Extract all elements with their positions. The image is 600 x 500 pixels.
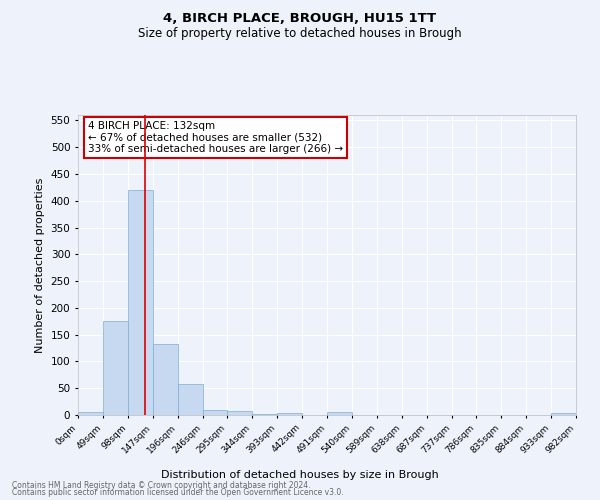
Text: Distribution of detached houses by size in Brough: Distribution of detached houses by size …	[161, 470, 439, 480]
Bar	[152, 344, 178, 415]
Bar	[103, 322, 128, 415]
Bar	[178, 384, 203, 415]
Bar	[277, 413, 302, 415]
Bar	[78, 412, 103, 415]
Text: 4, BIRCH PLACE, BROUGH, HU15 1TT: 4, BIRCH PLACE, BROUGH, HU15 1TT	[163, 12, 437, 26]
Bar	[327, 412, 352, 415]
Text: Size of property relative to detached houses in Brough: Size of property relative to detached ho…	[138, 28, 462, 40]
Bar	[227, 410, 253, 415]
Bar	[551, 414, 576, 415]
Bar	[253, 414, 277, 415]
Text: Contains public sector information licensed under the Open Government Licence v3: Contains public sector information licen…	[12, 488, 344, 497]
Text: 4 BIRCH PLACE: 132sqm
← 67% of detached houses are smaller (532)
33% of semi-det: 4 BIRCH PLACE: 132sqm ← 67% of detached …	[88, 121, 343, 154]
Bar	[203, 410, 227, 415]
Bar	[128, 190, 153, 415]
Y-axis label: Number of detached properties: Number of detached properties	[35, 178, 45, 352]
Text: Contains HM Land Registry data © Crown copyright and database right 2024.: Contains HM Land Registry data © Crown c…	[12, 480, 311, 490]
